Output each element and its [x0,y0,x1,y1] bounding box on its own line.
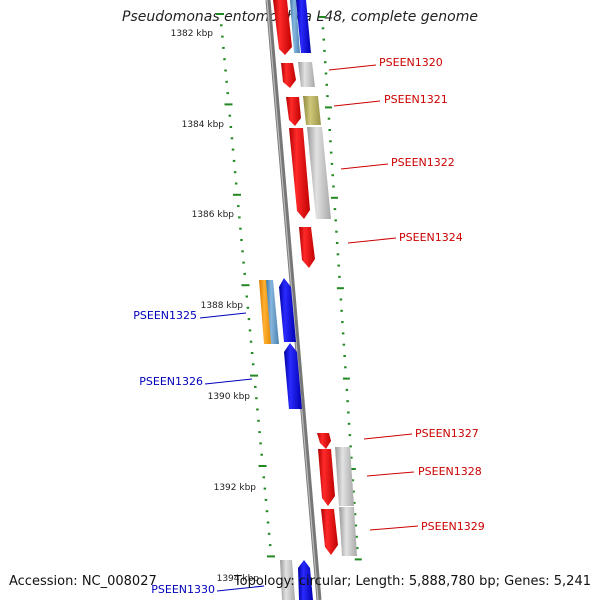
gene-arrow[interactable] [281,63,296,88]
gene-label-pseen1321[interactable]: PSEEN1321 [384,93,448,106]
gene-arrow[interactable] [321,509,338,555]
scale-ticks [216,13,362,561]
gene-box[interactable] [339,507,357,556]
gene-arrow[interactable] [317,433,331,449]
leader-lines [199,64,419,592]
kbp-label-1392: 1392 kbp [214,483,257,493]
gene-box[interactable] [266,280,279,344]
gene-label-pseen1325[interactable]: PSEEN1325 [133,309,197,322]
accession-text: Accession: NC_008027 [9,574,157,589]
genome-info-text: Topology: circular; Length: 5,888,780 bp… [233,574,591,589]
genome-backbone-highlight [266,0,319,600]
gene-box[interactable] [307,127,331,219]
gene-arrow[interactable] [298,560,313,600]
gene-arrow[interactable] [286,97,301,126]
gene-arrow[interactable] [289,128,310,219]
gene-arrow[interactable] [273,0,292,55]
reverse-strand-genes [259,278,313,600]
gene-label-pseen1328[interactable]: PSEEN1328 [418,465,482,478]
gene-box[interactable] [290,0,300,53]
gene-label-pseen1327[interactable]: PSEEN1327 [415,427,479,440]
kbp-label-1384: 1384 kbp [182,120,225,130]
gene-arrow[interactable] [299,227,315,268]
gene-label-pseen1326[interactable]: PSEEN1326 [139,375,203,388]
forward-strand-genes [273,0,357,556]
gene-label-pseen1329[interactable]: PSEEN1329 [421,520,485,533]
kbp-label-1390: 1390 kbp [208,392,251,402]
gene-label-pseen1330[interactable]: PSEEN1330 [151,583,215,596]
gene-label-pseen1324[interactable]: PSEEN1324 [399,231,463,244]
gene-label-pseen1320[interactable]: PSEEN1320 [379,56,443,69]
kbp-label-1382: 1382 kbp [171,29,214,39]
gene-box[interactable] [303,96,321,125]
genome-backbone [265,0,322,600]
gene-box[interactable] [298,62,315,87]
kbp-label-1386: 1386 kbp [192,210,235,220]
gene-box[interactable] [296,0,311,53]
gene-box[interactable] [259,280,272,344]
gene-arrow[interactable] [279,278,296,342]
gene-arrow[interactable] [284,343,302,409]
gene-arrow[interactable] [318,449,335,506]
gene-box[interactable] [280,560,295,600]
gene-label-pseen1322[interactable]: PSEEN1322 [391,156,455,169]
kbp-label-1394: 1394 kbp [217,574,260,584]
gene-box[interactable] [335,447,354,506]
kbp-label-1388: 1388 kbp [201,301,244,311]
